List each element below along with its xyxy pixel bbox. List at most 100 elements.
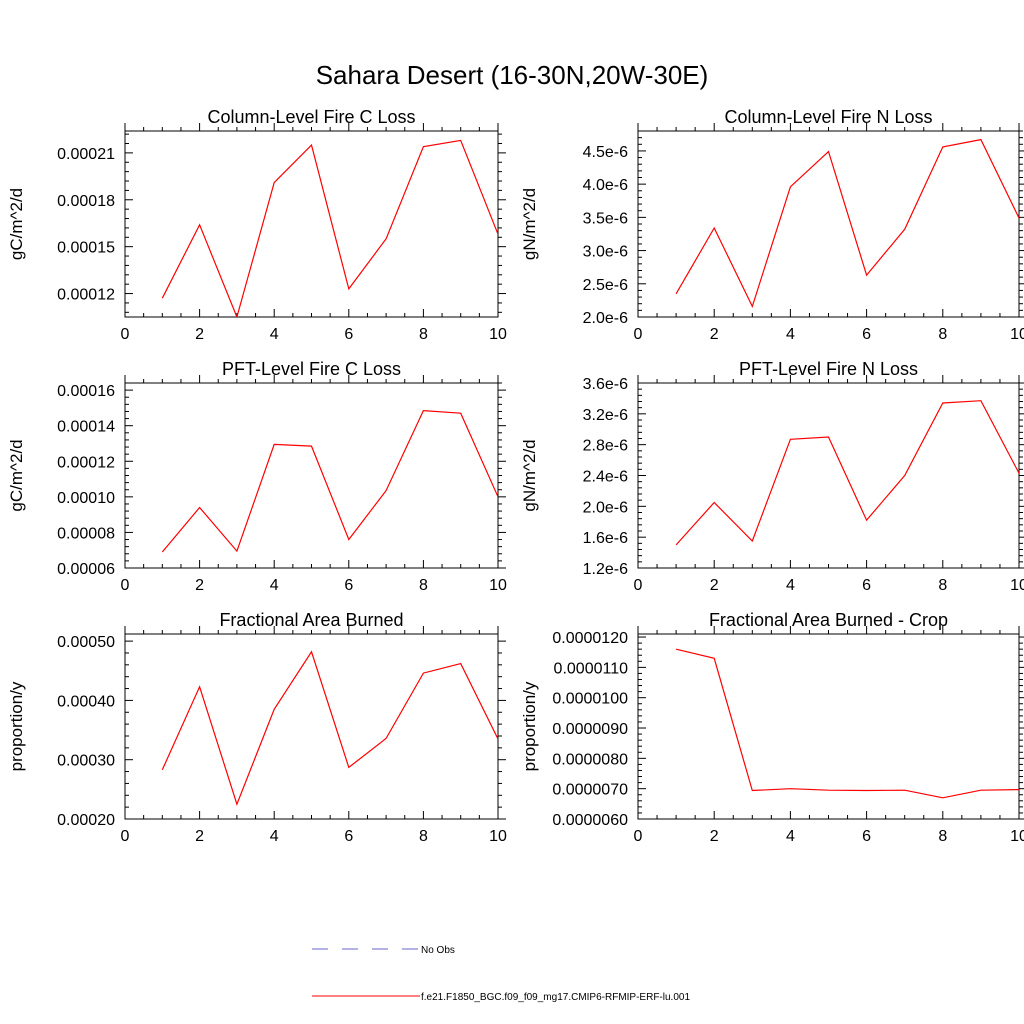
y-tick-label: 0.0000100 [552,691,628,708]
x-tick-label: 6 [344,577,353,594]
y-tick-label: 0.00012 [57,454,115,471]
y-axis-label: gC/m^2/d [7,188,26,260]
x-tick-label: 2 [195,326,204,343]
plot-frame [637,130,1020,318]
x-tick-label: 8 [419,326,428,343]
chart-panel: 0 2 4 6 8 10 2.0e-6 2.5e-6 3.0e-6 3.5e-6 4.0e-6 4.5… [520,107,1024,343]
x-tick-label: 8 [419,577,428,594]
y-tick-label: 0.00008 [57,525,115,542]
y-tick-label: 0.0000080 [552,751,628,768]
x-tick-label: 4 [786,577,795,594]
y-tick-label: 0.00040 [57,693,115,710]
y-tick-label: 4.5e-6 [583,144,628,161]
series-line [675,400,1019,546]
chart-panel: 0 2 4 6 8 10 1.2e-6 1.6e-6 2.0e-6 2.4e-6 2.8e-6 3.2… [520,359,1024,594]
x-tick-label: 6 [344,828,353,845]
y-tick-label: 0.00021 [57,146,115,163]
x-tick-label: 2 [710,577,719,594]
x-tick-label: 0 [121,577,130,594]
y-tick-label: 0.00012 [57,287,115,304]
y-tick-label: 0.00018 [57,193,115,210]
y-axis-label: gN/m^2/d [520,188,539,260]
legend: No Obs f.e21.F1850_BGC.f09_f09_mg17.CMIP6… [312,945,690,1003]
y-tick-label: 3.0e-6 [583,244,628,261]
y-tick-label: 0.0000110 [554,660,629,677]
chart-panel: 0 2 4 6 8 10 0.00012 0.00015 0.00018 0.00021 Colum… [7,107,507,343]
y-tick-label: 2.5e-6 [583,277,628,294]
y-tick-label: 3.2e-6 [583,407,628,424]
chart-panel: 0 2 4 6 8 10 0.0000060 0.0000070 0.0000080 0.0000… [520,610,1024,845]
plot-frame [124,130,499,318]
x-tick-label: 4 [786,828,795,845]
y-axis-label: gN/m^2/d [520,439,539,511]
series-line [675,648,1019,799]
x-tick-label: 0 [634,577,643,594]
series-line [675,138,1019,309]
x-tick-label: 10 [489,828,507,845]
y-tick-label: 0.00014 [57,419,115,436]
plot-frame [124,382,499,569]
panel-title: Column-Level Fire C Loss [207,107,415,127]
x-tick-label: 0 [634,326,643,343]
x-tick-label: 6 [862,828,871,845]
panel-title: Fractional Area Burned [219,610,403,630]
x-tick-label: 0 [634,828,643,845]
y-tick-label: 2.8e-6 [583,438,628,455]
x-tick-label: 6 [344,326,353,343]
plot-frame [637,633,1020,820]
x-tick-label: 8 [938,828,947,845]
panel-title: Fractional Area Burned - Crop [709,610,948,630]
x-tick-label: 4 [786,326,795,343]
chart-panel: 0 2 4 6 8 10 0.00020 0.00030 0.00040 0.00050 Fract… [7,610,507,845]
x-tick-label: 2 [195,828,204,845]
y-axis-label: proportion/y [7,681,26,771]
y-tick-label: 0.0000120 [552,630,628,647]
plot-frame [124,633,499,820]
y-tick-label: 0.00015 [57,240,115,257]
y-tick-label: 1.2e-6 [583,561,628,578]
x-tick-label: 4 [270,577,279,594]
x-tick-label: 8 [938,577,947,594]
x-tick-label: 6 [862,326,871,343]
y-tick-label: 2.0e-6 [583,310,628,327]
x-tick-label: 2 [710,326,719,343]
y-tick-label: 3.6e-6 [583,376,628,393]
main-title: Sahara Desert (16-30N,20W-30E) [316,60,709,90]
y-tick-label: 0.0000090 [552,721,628,738]
y-tick-label: 0.0000060 [552,812,628,829]
x-tick-label: 10 [1010,577,1024,594]
panel-title: Column-Level Fire N Loss [724,107,932,127]
x-tick-label: 2 [195,577,204,594]
x-tick-label: 4 [270,326,279,343]
x-tick-label: 2 [710,828,719,845]
y-tick-label: 0.00020 [57,812,115,829]
series-line [161,409,498,553]
y-tick-label: 1.6e-6 [583,530,628,547]
y-tick-label: 0.00006 [57,561,115,578]
y-tick-label: 3.5e-6 [583,210,628,227]
x-tick-label: 10 [489,577,507,594]
y-tick-label: 0.00030 [57,753,115,770]
x-tick-label: 10 [489,326,507,343]
chart-panel: 0 2 4 6 8 10 0.00006 0.00008 0.00010 0.00012 0.000… [7,359,507,594]
x-tick-label: 8 [419,828,428,845]
y-tick-label: 0.00050 [57,634,115,651]
x-tick-label: 8 [938,326,947,343]
series-line [161,650,498,806]
y-tick-label: 0.0000070 [552,782,628,799]
x-tick-label: 10 [1010,828,1024,845]
panels: 0 2 4 6 8 10 0.00012 0.00015 0.00018 0.00021 Colum… [7,107,1024,845]
x-tick-label: 0 [121,326,130,343]
y-tick-label: 4.0e-6 [583,177,628,194]
y-axis-label: proportion/y [520,681,539,771]
y-axis-label: gC/m^2/d [7,439,26,511]
panel-title: PFT-Level Fire N Loss [739,359,918,379]
plot-frame [637,382,1020,569]
panel-title: PFT-Level Fire C Loss [222,359,401,379]
x-tick-label: 4 [270,828,279,845]
y-tick-label: 2.4e-6 [583,469,628,486]
y-tick-label: 0.00010 [57,490,115,507]
y-tick-label: 2.0e-6 [583,499,628,516]
legend-label: f.e21.F1850_BGC.f09_f09_mg17.CMIP6-RFMIP… [421,992,690,1003]
